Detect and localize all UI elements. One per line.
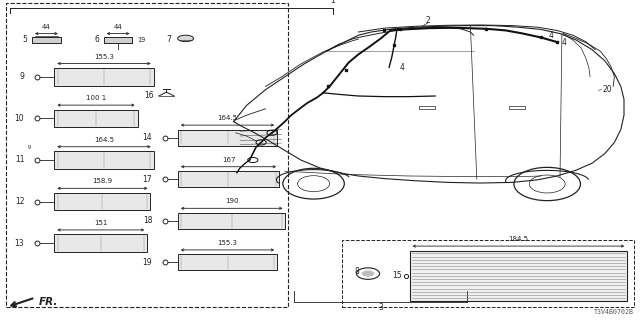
Text: 19: 19: [137, 37, 145, 43]
Circle shape: [362, 270, 374, 277]
Bar: [54, 151, 154, 169]
Text: 7: 7: [166, 35, 172, 44]
Ellipse shape: [178, 35, 194, 42]
Bar: [32, 37, 61, 43]
Text: 44: 44: [42, 24, 51, 30]
Text: 9: 9: [19, 72, 24, 81]
Bar: [419, 106, 435, 109]
Text: 15: 15: [392, 271, 402, 281]
Bar: [104, 37, 132, 43]
Text: 12: 12: [15, 197, 24, 206]
Text: 164.5: 164.5: [218, 115, 237, 121]
Text: 1: 1: [330, 0, 335, 5]
Text: 4: 4: [562, 38, 567, 47]
Bar: [178, 254, 277, 270]
Bar: [54, 234, 147, 252]
Text: 11: 11: [15, 156, 24, 164]
Text: 14: 14: [143, 133, 152, 142]
Text: 151: 151: [94, 220, 108, 226]
Text: T3V4B0702B: T3V4B0702B: [594, 309, 634, 315]
Text: FR.: FR.: [38, 297, 58, 308]
Text: 184.5: 184.5: [508, 236, 529, 242]
Text: 3: 3: [378, 303, 383, 312]
Text: 164.5: 164.5: [94, 137, 114, 143]
Text: 4: 4: [548, 31, 554, 40]
Text: 2: 2: [425, 16, 430, 25]
Text: 155.3: 155.3: [218, 240, 237, 246]
Bar: [178, 130, 277, 146]
Text: 8: 8: [355, 268, 360, 276]
Bar: [410, 251, 627, 301]
Text: 20: 20: [602, 85, 612, 94]
Text: 44: 44: [114, 24, 122, 30]
Text: 4: 4: [399, 63, 404, 72]
Bar: [6, 3, 288, 307]
Text: 190: 190: [225, 198, 239, 204]
Bar: [54, 109, 138, 127]
Bar: [178, 213, 285, 229]
Text: 6: 6: [94, 36, 99, 44]
Text: 167: 167: [221, 157, 236, 163]
Text: 100 1: 100 1: [86, 95, 106, 101]
Bar: [509, 106, 525, 109]
Text: 13: 13: [15, 239, 24, 248]
Text: 5: 5: [22, 36, 27, 44]
Bar: [342, 240, 634, 307]
Text: 155.3: 155.3: [94, 54, 114, 60]
Bar: [54, 193, 150, 211]
Text: 158.9: 158.9: [92, 179, 113, 184]
Bar: [54, 68, 154, 85]
Text: 9: 9: [28, 145, 31, 150]
Text: 16: 16: [144, 92, 154, 100]
Text: 18: 18: [143, 216, 152, 225]
Text: 19: 19: [143, 258, 152, 267]
Text: 10: 10: [15, 114, 24, 123]
Text: 17: 17: [143, 175, 152, 184]
Bar: [178, 171, 279, 187]
